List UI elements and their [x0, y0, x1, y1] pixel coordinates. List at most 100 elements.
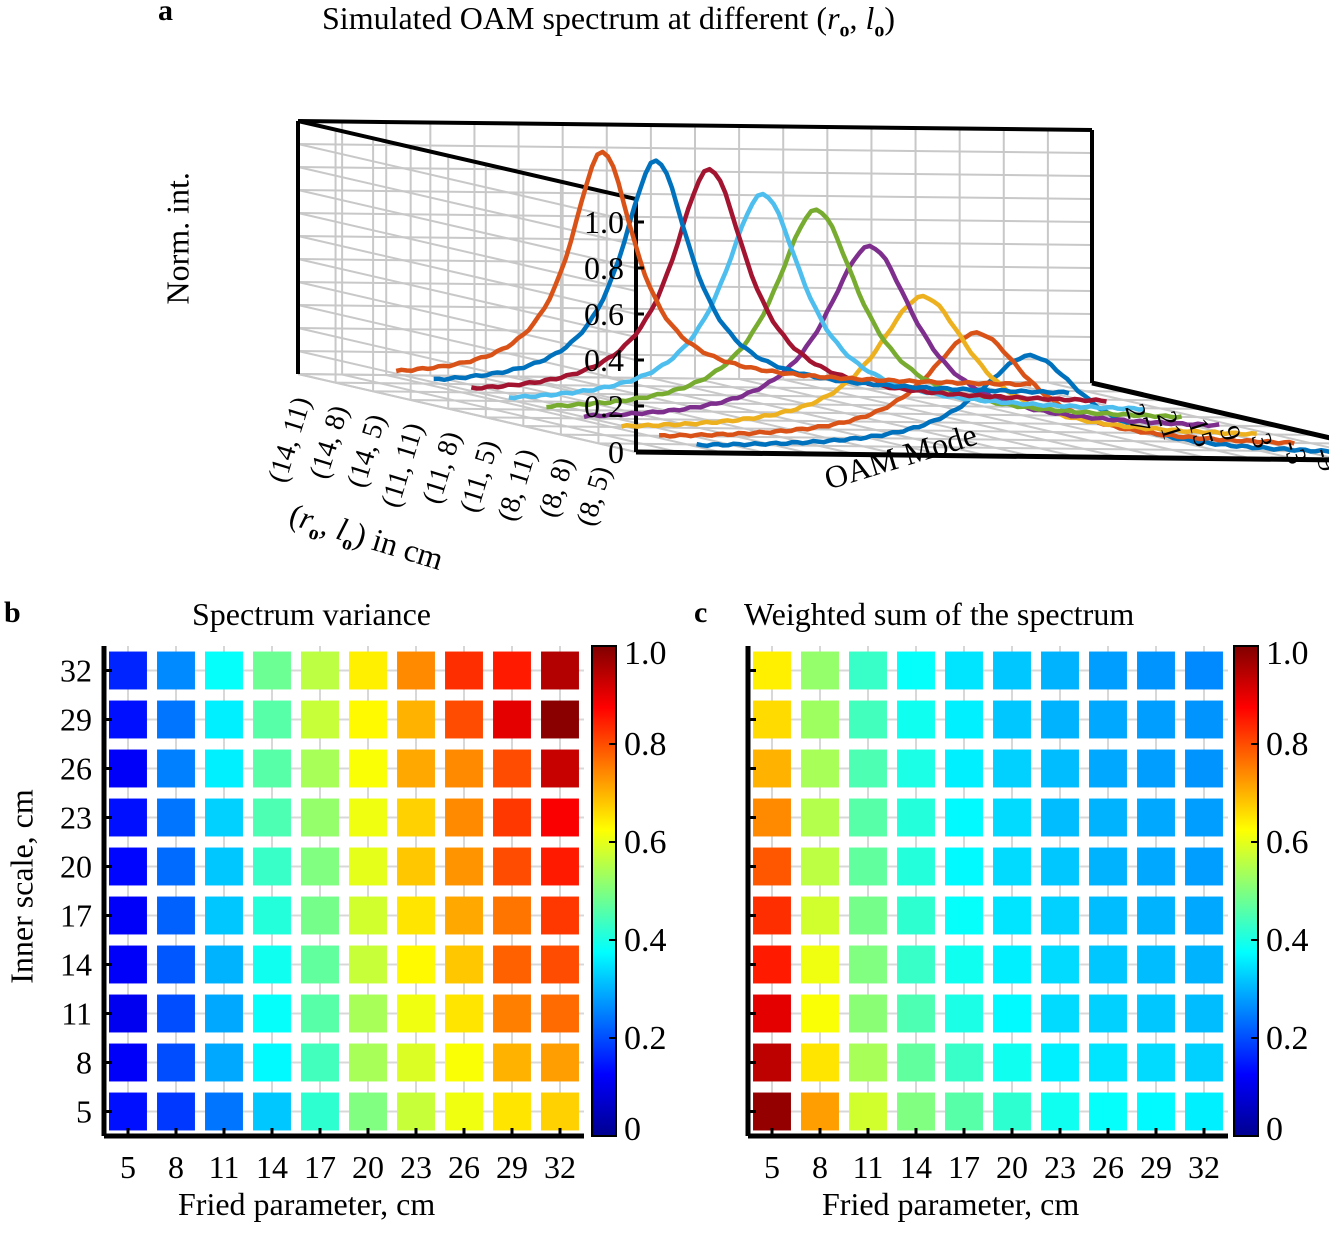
panel-b-cell	[541, 1092, 579, 1131]
panel-c-x-tick-label: 11	[853, 1149, 884, 1185]
panel-b-colorbar-tick-label: 0.6	[624, 824, 667, 861]
panel-c-cell	[1041, 945, 1079, 984]
panel-b-cell	[253, 1043, 291, 1082]
series-line	[583, 243, 1220, 429]
title-r: r	[827, 0, 840, 36]
panel-b-cell	[493, 700, 531, 739]
z-tick-label: 0	[608, 434, 624, 470]
panel-c-cell	[945, 749, 983, 788]
series-line	[508, 191, 1145, 412]
panel-b-colorbar-tick-label: 0	[624, 1111, 641, 1148]
panel-c-cell	[1185, 700, 1223, 739]
panel-b-cell	[157, 798, 195, 837]
panel-b-cell	[205, 896, 243, 935]
panel-c-cell	[1041, 798, 1079, 837]
panel-b-cell	[109, 651, 147, 690]
panel-c-heatmap: 5 8 11 14 17 20 23 26 29 32 0 0.2 0.4 0.6 0.8 1.0	[745, 635, 1309, 1185]
panel-c-x-tick-label: 29	[1140, 1149, 1172, 1185]
panel-c-colorbar-tick-label: 0.2	[1266, 1020, 1309, 1057]
title-prefix: Simulated OAM spectrum at different (	[322, 0, 828, 36]
panel-c-x-tick-label: 20	[996, 1149, 1028, 1185]
panel-b-x-tick-label: 8	[168, 1149, 184, 1185]
grid-line	[297, 373, 637, 453]
panel-c-cell	[1185, 1043, 1223, 1082]
series-line	[659, 330, 1295, 446]
panel-b-cell	[493, 749, 531, 788]
panel-b-cell	[109, 1092, 147, 1131]
panel-b-cell	[157, 994, 195, 1033]
panel-c-cell	[993, 896, 1031, 935]
panel-c-cell	[753, 896, 791, 935]
panel-b-cell	[301, 994, 339, 1033]
panel-c-cell	[1089, 994, 1127, 1033]
panel-c-cell	[1041, 896, 1079, 935]
panel-c-cell	[993, 847, 1031, 886]
panel-c-cell	[897, 847, 935, 886]
panel-b-x-tick-label: 20	[352, 1149, 384, 1185]
panel-b-cell	[493, 651, 531, 690]
panel-b-cell	[493, 945, 531, 984]
panel-b-cell	[205, 994, 243, 1033]
panel-c-cell	[753, 700, 791, 739]
panel-c-xlabel: Fried parameter, cm	[822, 1186, 1080, 1222]
panel-c-colorbar-tick-label: 1.0	[1266, 635, 1309, 672]
panel-c-cell	[993, 798, 1031, 837]
panel-c-cell	[897, 994, 935, 1033]
panel-c-colorbar-tick-label: 0.8	[1266, 726, 1309, 763]
panel-b-x-tick-label: 26	[448, 1149, 480, 1185]
grid-line	[1047, 381, 1329, 449]
panel-b-x-tick-label: 14	[256, 1149, 288, 1185]
panel-c-cell	[849, 749, 887, 788]
panel-b-cell	[109, 847, 147, 886]
series-line	[470, 166, 1107, 404]
y-tick-label: (8, 5)	[571, 463, 618, 530]
panel-b-cell	[397, 847, 435, 886]
panel-c-cell	[1137, 847, 1175, 886]
grid-line	[827, 379, 1166, 459]
panel-b-cell	[205, 798, 243, 837]
panel-c-cell	[945, 994, 983, 1033]
panel-c-cell	[753, 651, 791, 690]
panel-c-x-tick-label: 23	[1044, 1149, 1076, 1185]
panel-c-cell	[1137, 798, 1175, 837]
panel-b-cell	[349, 798, 387, 837]
grid-line	[297, 258, 637, 338]
panel-c-cell	[1041, 651, 1079, 690]
panel-b-cell	[205, 651, 243, 690]
panel-c-cell	[1185, 1092, 1223, 1131]
panel-c-cell	[1185, 798, 1223, 837]
panel-b-cell	[349, 896, 387, 935]
panel-b-cell	[445, 994, 483, 1033]
panel-c-cell	[993, 700, 1031, 739]
panel-c-cell	[1137, 1092, 1175, 1131]
panel-b-cell	[109, 700, 147, 739]
panel-c-cell	[1137, 1043, 1175, 1082]
panel-b-cell	[157, 1092, 195, 1131]
panel-c-cell	[1137, 896, 1175, 935]
panel-b-cell	[493, 847, 531, 886]
panel-a-curves	[395, 149, 1329, 455]
panel-b-cell	[205, 945, 243, 984]
title-r-subscript: o	[839, 19, 850, 42]
panel-c-cell	[849, 896, 887, 935]
panel-b-cell	[301, 651, 339, 690]
panel-c-cell	[993, 1092, 1031, 1131]
panel-c-cell	[801, 651, 839, 690]
panel-c-cell	[945, 700, 983, 739]
panel-c-cell	[1185, 896, 1223, 935]
panel-c-cell	[1185, 749, 1223, 788]
panel-c-cell	[945, 896, 983, 935]
panel-c-cell	[1041, 994, 1079, 1033]
panel-b-cell	[301, 945, 339, 984]
panel-c-cell	[897, 945, 935, 984]
axis-frame-line	[297, 119, 1093, 132]
panel-c-cell	[801, 749, 839, 788]
panel-c-cell	[993, 994, 1031, 1033]
panel-a-3d-plot: 00.20.40.60.81.0-27-21-15-9-339152127(14…	[262, 119, 1329, 530]
panel-c-cell	[1041, 1043, 1079, 1082]
panel-b-colorbar-tick-label: 0.8	[624, 726, 667, 763]
panel-b-y-tick-label: 14	[60, 947, 92, 983]
panel-b-cell	[493, 896, 531, 935]
panel-b-cell	[253, 700, 291, 739]
panel-b-cell	[109, 798, 147, 837]
